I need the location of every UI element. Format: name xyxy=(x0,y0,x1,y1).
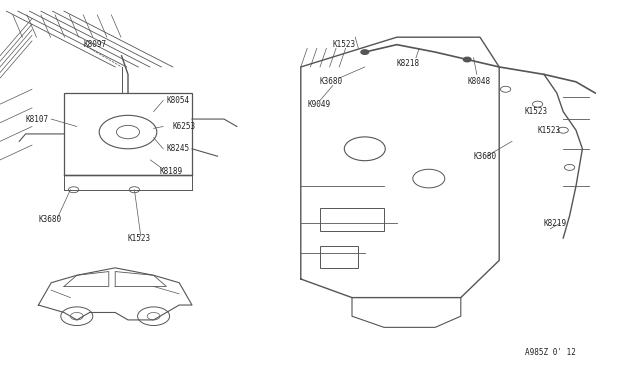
Text: K9049: K9049 xyxy=(307,100,330,109)
Text: K3680: K3680 xyxy=(320,77,343,86)
Text: K1523: K1523 xyxy=(538,126,561,135)
Text: A985Z 0' 12: A985Z 0' 12 xyxy=(525,348,576,357)
Circle shape xyxy=(463,57,471,62)
Text: K8218: K8218 xyxy=(397,59,420,68)
Bar xyxy=(320,246,358,268)
Text: K1523: K1523 xyxy=(525,107,548,116)
Text: K8219: K8219 xyxy=(544,219,567,228)
Text: K1523: K1523 xyxy=(333,40,356,49)
Bar xyxy=(64,93,192,175)
Text: K8054: K8054 xyxy=(166,96,189,105)
Text: K8097: K8097 xyxy=(83,40,106,49)
Circle shape xyxy=(361,50,369,54)
Text: K8189: K8189 xyxy=(160,167,183,176)
Text: K8048: K8048 xyxy=(467,77,490,86)
Text: K3680: K3680 xyxy=(474,152,497,161)
Text: K8245: K8245 xyxy=(166,144,189,153)
Text: K6253: K6253 xyxy=(173,122,196,131)
Text: K1523: K1523 xyxy=(128,234,151,243)
Bar xyxy=(320,208,384,231)
Text: K8107: K8107 xyxy=(26,115,49,124)
Text: K3680: K3680 xyxy=(38,215,61,224)
